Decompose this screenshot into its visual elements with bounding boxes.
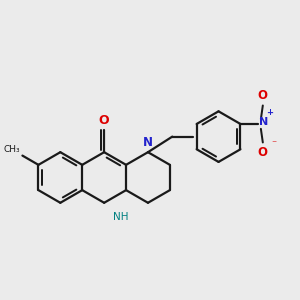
Text: ⁻: ⁻	[272, 140, 277, 149]
Text: NH: NH	[113, 212, 129, 221]
Text: CH₃: CH₃	[4, 145, 20, 154]
Text: +: +	[266, 108, 273, 117]
Text: O: O	[258, 146, 268, 159]
Text: O: O	[258, 89, 268, 102]
Text: O: O	[99, 114, 110, 127]
Text: N: N	[143, 136, 153, 149]
Text: N: N	[259, 117, 268, 127]
